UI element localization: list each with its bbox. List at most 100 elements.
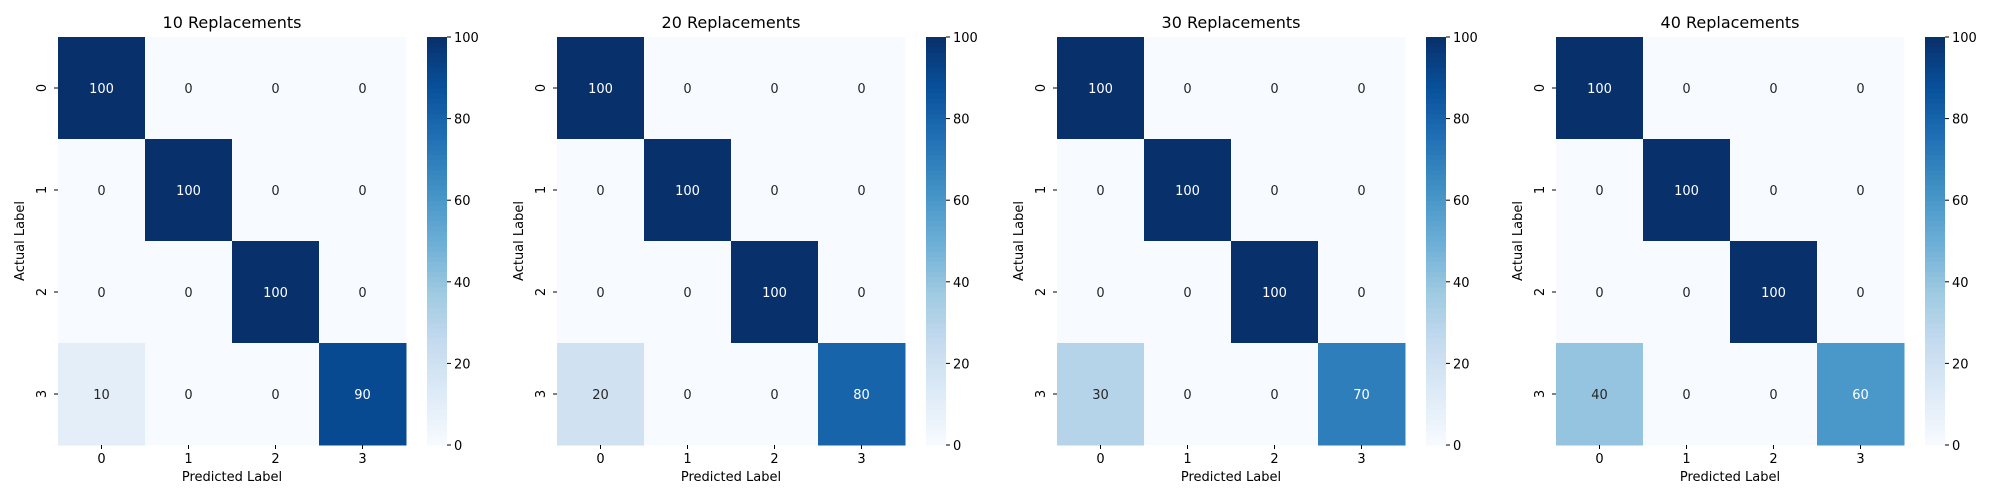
colorbar-segment <box>1925 276 1945 283</box>
colorbar-segment <box>427 241 447 247</box>
colorbar-segment <box>926 276 946 283</box>
colorbar-segment <box>926 373 946 380</box>
colorbar-segment <box>1925 327 1945 334</box>
colorbar-segment <box>1426 419 1446 426</box>
cell-value-label: 0 <box>1183 286 1191 301</box>
colorbar-segment <box>1925 281 1945 288</box>
colorbar-segment <box>926 312 946 319</box>
heatmap-cell <box>58 37 146 140</box>
cell-value-label: 0 <box>97 286 105 301</box>
colorbar-segment <box>427 88 447 94</box>
cell-value-label: 100 <box>89 82 114 97</box>
colorbar-segment <box>1925 241 1945 247</box>
colorbar-segment <box>926 292 946 298</box>
heatmap-cell <box>731 37 819 140</box>
colorbar-segment <box>926 439 946 446</box>
heatmap-cell <box>58 139 146 242</box>
colorbar-segment <box>1925 159 1945 166</box>
cell-value-label: 30 <box>1092 388 1109 403</box>
colorbar-segment <box>1925 434 1945 441</box>
y-tick-label: 1 <box>1533 186 1548 194</box>
colorbar-segment <box>1426 123 1446 130</box>
cell-value-label: 100 <box>1761 286 1786 301</box>
colorbar-segment <box>1426 256 1446 262</box>
colorbar-segment <box>1426 348 1446 354</box>
colorbar-segment <box>926 230 946 237</box>
colorbar-segment <box>1925 378 1945 385</box>
panel-title: 30 Replacements <box>1162 13 1301 32</box>
colorbar-segment <box>1426 67 1446 74</box>
colorbar-segment <box>926 368 946 375</box>
colorbar-segment <box>926 184 946 191</box>
colorbar-segment <box>926 133 946 140</box>
y-axis-label: Actual Label <box>1012 201 1027 281</box>
colorbar-segment <box>926 241 946 247</box>
heatmap-cell <box>145 343 233 446</box>
colorbar-segment <box>926 82 946 89</box>
colorbar-segment <box>427 261 447 268</box>
colorbar-segment <box>427 215 447 222</box>
colorbar-segment <box>427 368 447 375</box>
cell-value-label: 100 <box>263 286 288 301</box>
colorbar-segment <box>926 353 946 359</box>
colorbar-tick-label: 40 <box>953 276 970 291</box>
heatmap-cell <box>319 241 407 344</box>
x-tick-label: 2 <box>1769 452 1777 467</box>
heatmap-cell <box>1730 139 1818 242</box>
colorbar-segment <box>1426 149 1446 155</box>
colorbar-segment <box>1925 184 1945 191</box>
heatmap-cell <box>232 37 320 140</box>
y-tick-label: 0 <box>1533 84 1548 92</box>
colorbar-segment <box>1925 353 1945 359</box>
colorbar-segment <box>926 429 946 436</box>
cell-value-label: 0 <box>1595 184 1603 199</box>
colorbar-segment <box>427 302 447 308</box>
y-axis-label: Actual Label <box>512 201 527 281</box>
heatmap-cell <box>644 139 732 242</box>
colorbar-tick-label: 80 <box>1952 113 1969 128</box>
colorbar-segment <box>1925 399 1945 405</box>
colorbar-segment <box>1925 47 1945 53</box>
colorbar-segment <box>1925 307 1945 313</box>
colorbar-segment <box>1925 312 1945 319</box>
colorbar-segment <box>427 108 447 115</box>
colorbar-segment <box>1925 363 1945 370</box>
colorbar-segment <box>926 337 946 344</box>
colorbar-segment <box>1426 108 1446 115</box>
heatmap-cell <box>557 37 645 140</box>
colorbar-segment <box>1426 286 1446 293</box>
colorbar-segment <box>427 149 447 155</box>
cell-value-label: 90 <box>354 388 371 403</box>
colorbar-segment <box>427 103 447 109</box>
cell-value-label: 100 <box>1175 184 1200 199</box>
y-tick-label: 3 <box>1533 390 1548 398</box>
colorbar-segment <box>1925 108 1945 115</box>
colorbar-segment <box>427 414 447 421</box>
colorbar-segment <box>1925 419 1945 426</box>
colorbar-segment <box>427 404 447 410</box>
colorbar-segment <box>1426 378 1446 385</box>
colorbar-segment <box>427 256 447 262</box>
heatmap-cell <box>1730 37 1818 140</box>
colorbar-segment <box>1426 429 1446 436</box>
heatmap-cell <box>145 37 233 140</box>
colorbar-segment <box>1426 241 1446 247</box>
colorbar-segment <box>926 317 946 324</box>
colorbar-segment <box>427 77 447 84</box>
colorbar-segment <box>1426 42 1446 48</box>
colorbar-segment <box>1925 215 1945 222</box>
colorbar-segment <box>926 88 946 94</box>
colorbar-segment <box>926 42 946 48</box>
cell-value-label: 0 <box>97 184 105 199</box>
cell-value-label: 0 <box>857 286 865 301</box>
colorbar-segment <box>1925 133 1945 140</box>
x-axis-label: Predicted Label <box>1181 470 1281 485</box>
colorbar-segment <box>427 337 447 344</box>
colorbar-segment <box>427 434 447 441</box>
colorbar-segment <box>1426 139 1446 145</box>
colorbar-segment <box>926 409 946 415</box>
colorbar-segment <box>1426 388 1446 395</box>
heatmap-cell <box>1057 241 1145 344</box>
